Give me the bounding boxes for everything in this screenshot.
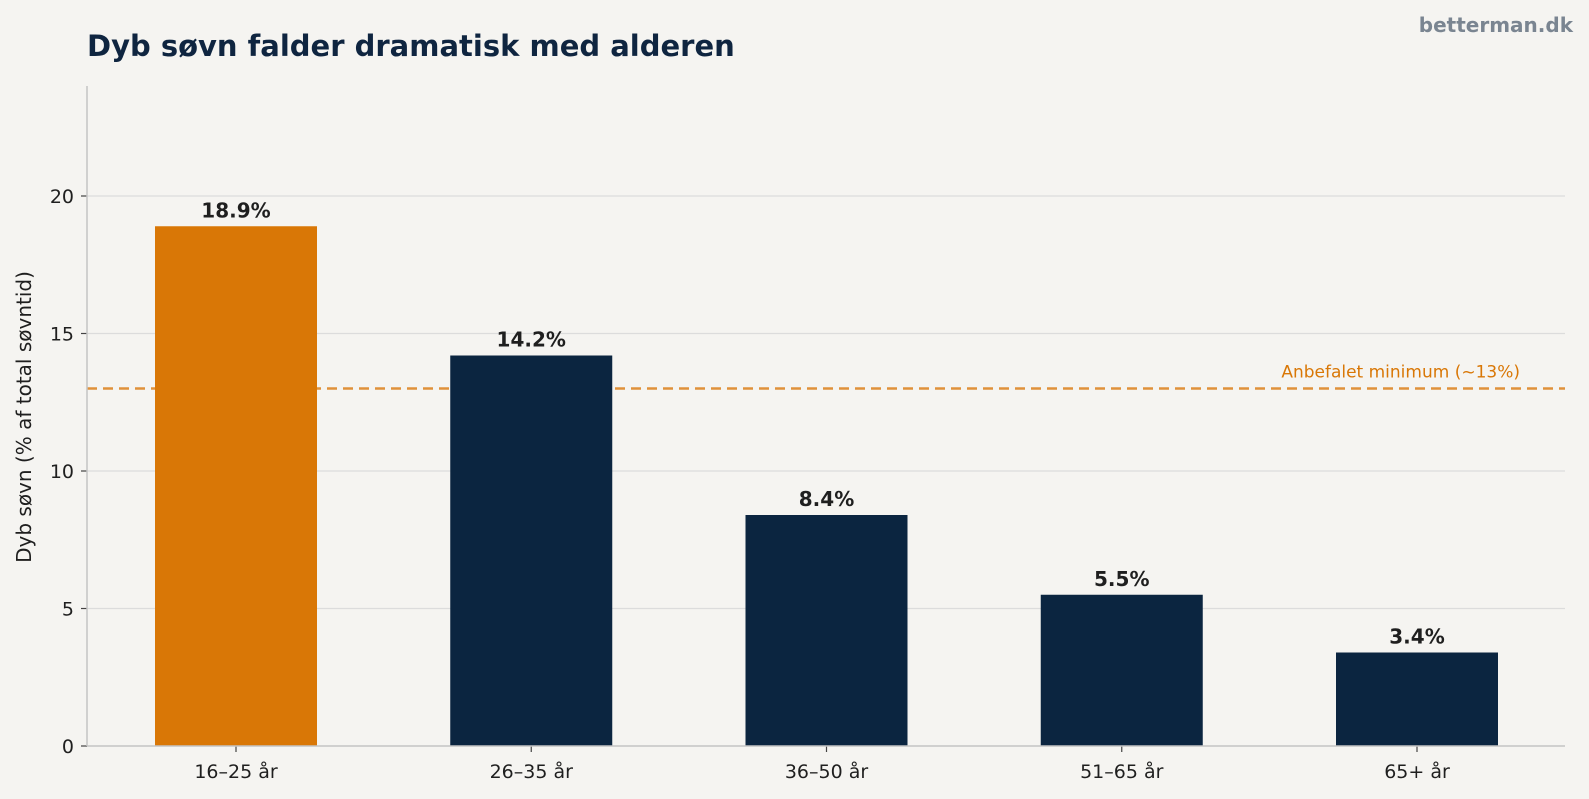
x-tick-label: 26–35 år (490, 760, 574, 783)
y-tick-label: 5 (62, 599, 74, 621)
y-tick-label: 15 (50, 324, 74, 346)
bar-value-label: 5.5% (1094, 567, 1149, 591)
reference-line-group: Anbefalet minimum (~13%) (87, 363, 1565, 390)
bar-value-label: 3.4% (1389, 625, 1444, 649)
x-tick-label: 36–50 år (785, 760, 869, 783)
bar-5 (1336, 652, 1498, 746)
axes: 0 5 10 15 20 16–25 år 26–35 år 36–50 år 51–65 år… (50, 86, 1565, 783)
bar-value-label: 18.9% (201, 198, 270, 222)
bar-value-label: 8.4% (799, 487, 854, 511)
bar-1 (155, 226, 317, 746)
bar-2 (450, 355, 613, 746)
chart-title: Dyb søvn falder dramatisk med alderen (87, 29, 735, 63)
reference-line-label: Anbefalet minimum (~13%) (1281, 363, 1520, 383)
bar-4 (1040, 594, 1203, 746)
grid-lines (87, 195, 1565, 610)
bar-value-label: 14.2% (497, 328, 566, 352)
y-tick-label: 0 (62, 736, 74, 758)
y-axis-title: Dyb søvn (% af total søvntid) (12, 271, 36, 563)
x-tick-label: 65+ år (1384, 760, 1450, 783)
data-labels: 18.9% 14.2% 8.4% 5.5% 3.4% (201, 198, 1444, 648)
y-tick-label: 10 (50, 461, 74, 483)
x-tick-label: 16–25 år (194, 760, 278, 783)
bar-3 (745, 515, 908, 746)
brand-watermark: betterman.dk (1419, 13, 1574, 37)
bars (155, 226, 1498, 746)
y-tick-label: 20 (50, 186, 74, 208)
x-tick-label: 51–65 år (1080, 760, 1164, 783)
